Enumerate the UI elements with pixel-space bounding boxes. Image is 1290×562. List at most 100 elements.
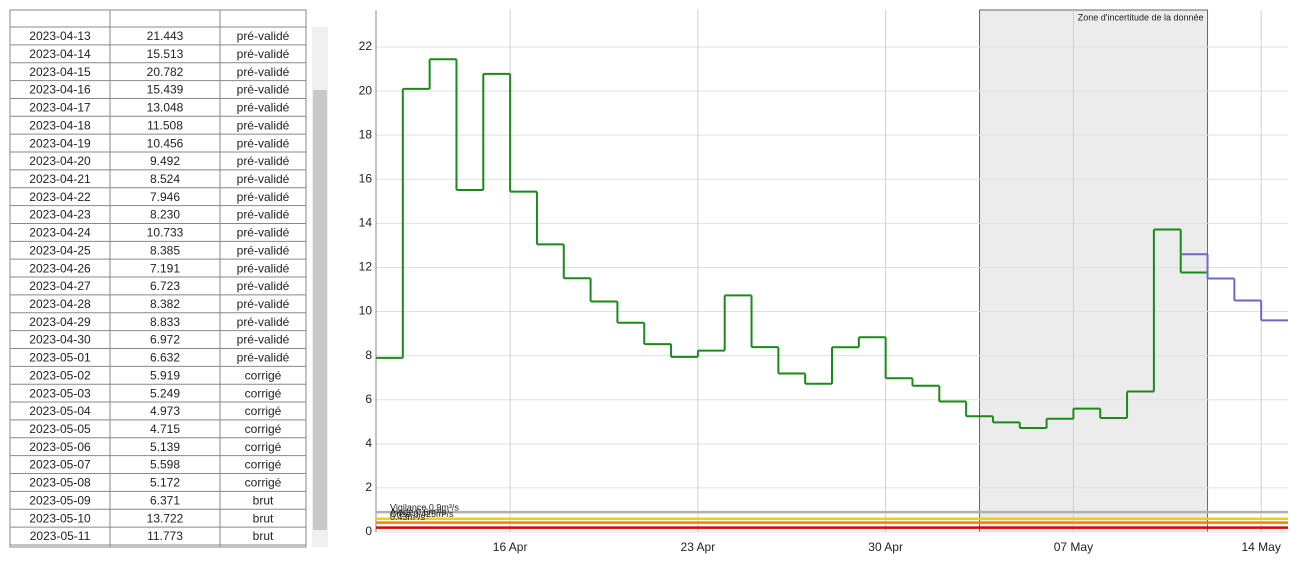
y-tick-label: 20 xyxy=(359,83,373,97)
cell: pré-validé xyxy=(237,190,290,204)
cell: 10.456 xyxy=(147,136,184,150)
cell: pré-validé xyxy=(237,208,290,222)
chart: Zone d'incertitude de la donnée 0 2 4 6 8 10 12… xyxy=(359,9,1288,554)
y-tick-label: 10 xyxy=(359,304,373,318)
cell: 2023-04-22 xyxy=(29,190,91,204)
y-tick-label: 8 xyxy=(365,348,372,362)
cell: 2023-04-28 xyxy=(29,297,91,311)
scrollbar-thumb[interactable] xyxy=(313,90,327,530)
cell: 4.715 xyxy=(150,422,180,436)
cell: 8.833 xyxy=(150,315,180,329)
cell: pré-validé xyxy=(237,65,290,79)
threshold-label: Crise 0.425m³/s xyxy=(390,509,454,519)
cell: pré-validé xyxy=(237,297,290,311)
cell: 10.733 xyxy=(147,226,184,240)
cell: 2023-04-23 xyxy=(29,208,91,222)
cell: 2023-04-30 xyxy=(29,333,91,347)
cell: 2023-04-19 xyxy=(29,136,91,150)
cell: corrigé xyxy=(245,386,282,400)
y-tick-label: 14 xyxy=(359,216,373,230)
cell: pré-validé xyxy=(237,261,290,275)
zone-annotation: Zone d'incertitude de la donnée xyxy=(1078,12,1204,22)
cell: 11.508 xyxy=(147,118,183,132)
cell: 5.598 xyxy=(150,458,180,472)
cell: 2023-04-27 xyxy=(29,279,91,293)
cell: corrigé xyxy=(245,368,282,382)
y-tick-label: 6 xyxy=(365,392,372,406)
y-tick-label: 12 xyxy=(359,260,373,274)
y-tick-label: 22 xyxy=(359,39,373,53)
cell: pré-validé xyxy=(237,243,290,257)
cell: 6.371 xyxy=(150,493,180,507)
cell: 5.172 xyxy=(150,476,180,490)
cell: 2023-05-09 xyxy=(29,493,91,507)
cell: 7.191 xyxy=(150,261,180,275)
cell: pré-validé xyxy=(237,226,290,240)
cell: pré-validé xyxy=(237,279,290,293)
cell: pré-validé xyxy=(237,333,290,347)
cell: 8.524 xyxy=(150,172,180,186)
y-tick-label: 2 xyxy=(365,480,372,494)
cell: pré-validé xyxy=(237,136,290,150)
threshold-label: Vigilance 0.9m³/s xyxy=(390,503,459,513)
x-tick-label: 07 May xyxy=(1054,540,1093,554)
cell: corrigé xyxy=(245,422,282,436)
x-tick-label: 23 Apr xyxy=(681,540,716,554)
cell: 6.632 xyxy=(150,351,180,365)
cell: brut xyxy=(253,493,274,507)
cell: 2023-04-20 xyxy=(29,154,91,168)
x-tick-label: 14 May xyxy=(1241,540,1280,554)
cell: pré-validé xyxy=(237,351,290,365)
cell: 2023-04-14 xyxy=(29,47,91,61)
cell: 2023-05-01 xyxy=(29,351,91,365)
cell: 2023-05-11 xyxy=(30,529,91,543)
cell: pré-validé xyxy=(237,29,290,43)
cell: corrigé xyxy=(245,440,282,454)
cell: 7.946 xyxy=(150,190,180,204)
cell: pré-validé xyxy=(237,118,290,132)
cell: 8.382 xyxy=(150,297,180,311)
cell: 2023-04-17 xyxy=(29,101,91,115)
uncertainty-zone xyxy=(979,9,1209,533)
cell: 5.139 xyxy=(150,440,180,454)
cell: 2023-04-18 xyxy=(29,118,91,132)
cell: 2023-05-04 xyxy=(29,404,91,418)
cell: 2023-05-02 xyxy=(29,368,91,382)
cell: 15.439 xyxy=(147,83,184,97)
cell: 2023-04-25 xyxy=(29,243,91,257)
y-tick-label: 18 xyxy=(359,127,373,141)
table: 2023-04-13 21.443 pré-validé 2023-04-14 15.5… xyxy=(10,10,306,547)
cell: corrigé xyxy=(245,476,282,490)
cell: 5.919 xyxy=(150,368,180,382)
cell: pré-validé xyxy=(237,172,290,186)
cell: 2023-05-06 xyxy=(29,440,91,454)
cell: 2023-04-13 xyxy=(29,29,91,43)
cell: 2023-04-21 xyxy=(29,172,91,186)
cell: 13.722 xyxy=(147,511,184,525)
x-tick-label: 16 Apr xyxy=(493,540,528,554)
cell: 21.443 xyxy=(147,29,184,43)
y-tick-label: 0 xyxy=(365,524,372,538)
cell: pré-validé xyxy=(237,83,290,97)
cell: 6.723 xyxy=(150,279,180,293)
cell: brut xyxy=(253,529,274,543)
cell: 2023-04-24 xyxy=(29,226,91,240)
threshold-label: 0.43m³/s xyxy=(390,512,426,522)
cell: 2023-05-10 xyxy=(29,511,91,525)
cell: 20.782 xyxy=(147,65,184,79)
cell: 6.972 xyxy=(150,333,180,347)
cell: 2023-04-26 xyxy=(29,261,91,275)
cell: 2023-05-07 xyxy=(29,458,91,472)
cell: pré-validé xyxy=(237,154,290,168)
cell: pré-validé xyxy=(237,101,290,115)
cell: 5.249 xyxy=(150,386,180,400)
cell: 2023-04-15 xyxy=(29,65,91,79)
table-frame xyxy=(9,9,307,548)
cell: 11.773 xyxy=(147,529,183,543)
cell: 15.513 xyxy=(147,47,184,61)
cell: brut xyxy=(253,511,274,525)
cell: 2023-05-05 xyxy=(29,422,91,436)
cell: 2023-04-29 xyxy=(29,315,91,329)
